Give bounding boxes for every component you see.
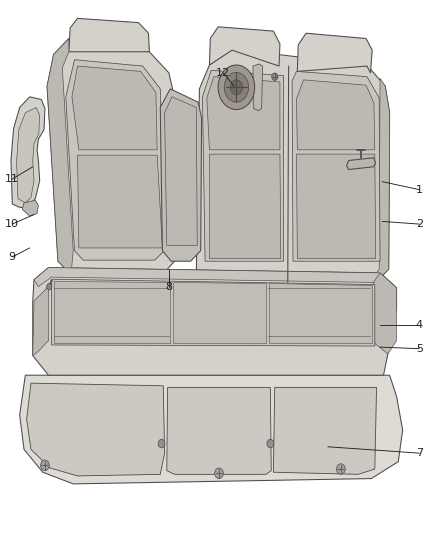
Polygon shape [207, 77, 280, 150]
Circle shape [218, 65, 254, 110]
Text: 11: 11 [5, 174, 19, 184]
Circle shape [158, 439, 165, 448]
Text: 1: 1 [416, 184, 423, 195]
Polygon shape [209, 27, 280, 66]
Polygon shape [196, 49, 390, 284]
Polygon shape [78, 155, 162, 248]
Polygon shape [17, 108, 40, 203]
Polygon shape [51, 279, 375, 346]
Text: 8: 8 [166, 281, 173, 292]
Polygon shape [33, 287, 48, 356]
Text: 4: 4 [416, 320, 423, 330]
Polygon shape [346, 158, 376, 169]
Polygon shape [20, 375, 403, 484]
Polygon shape [253, 64, 262, 111]
Polygon shape [47, 38, 176, 274]
Circle shape [224, 72, 249, 102]
Polygon shape [54, 281, 170, 343]
Polygon shape [22, 200, 39, 216]
Circle shape [41, 460, 49, 471]
Circle shape [215, 468, 223, 479]
Circle shape [267, 439, 274, 448]
Polygon shape [209, 154, 281, 259]
Polygon shape [292, 71, 380, 261]
Polygon shape [34, 268, 396, 294]
Polygon shape [165, 97, 197, 245]
Circle shape [47, 284, 52, 290]
Polygon shape [173, 282, 266, 343]
Circle shape [272, 73, 278, 80]
Text: 9: 9 [9, 252, 16, 262]
Text: 5: 5 [416, 344, 423, 354]
Text: 2: 2 [416, 219, 423, 229]
Polygon shape [297, 154, 376, 259]
Polygon shape [69, 18, 149, 52]
Polygon shape [202, 70, 283, 261]
Text: 10: 10 [5, 219, 19, 229]
Text: 7: 7 [416, 448, 423, 458]
Polygon shape [273, 387, 377, 474]
Circle shape [336, 464, 345, 474]
Circle shape [230, 80, 243, 95]
Polygon shape [297, 80, 375, 150]
Polygon shape [167, 387, 271, 474]
Polygon shape [72, 66, 157, 150]
Polygon shape [27, 383, 165, 476]
Polygon shape [11, 97, 45, 208]
Text: 12: 12 [216, 68, 230, 78]
Polygon shape [371, 78, 390, 284]
Polygon shape [374, 273, 396, 354]
Polygon shape [297, 33, 372, 73]
Polygon shape [269, 284, 372, 343]
Polygon shape [47, 38, 73, 274]
Polygon shape [66, 60, 165, 260]
Polygon shape [160, 89, 201, 261]
Polygon shape [33, 268, 396, 375]
